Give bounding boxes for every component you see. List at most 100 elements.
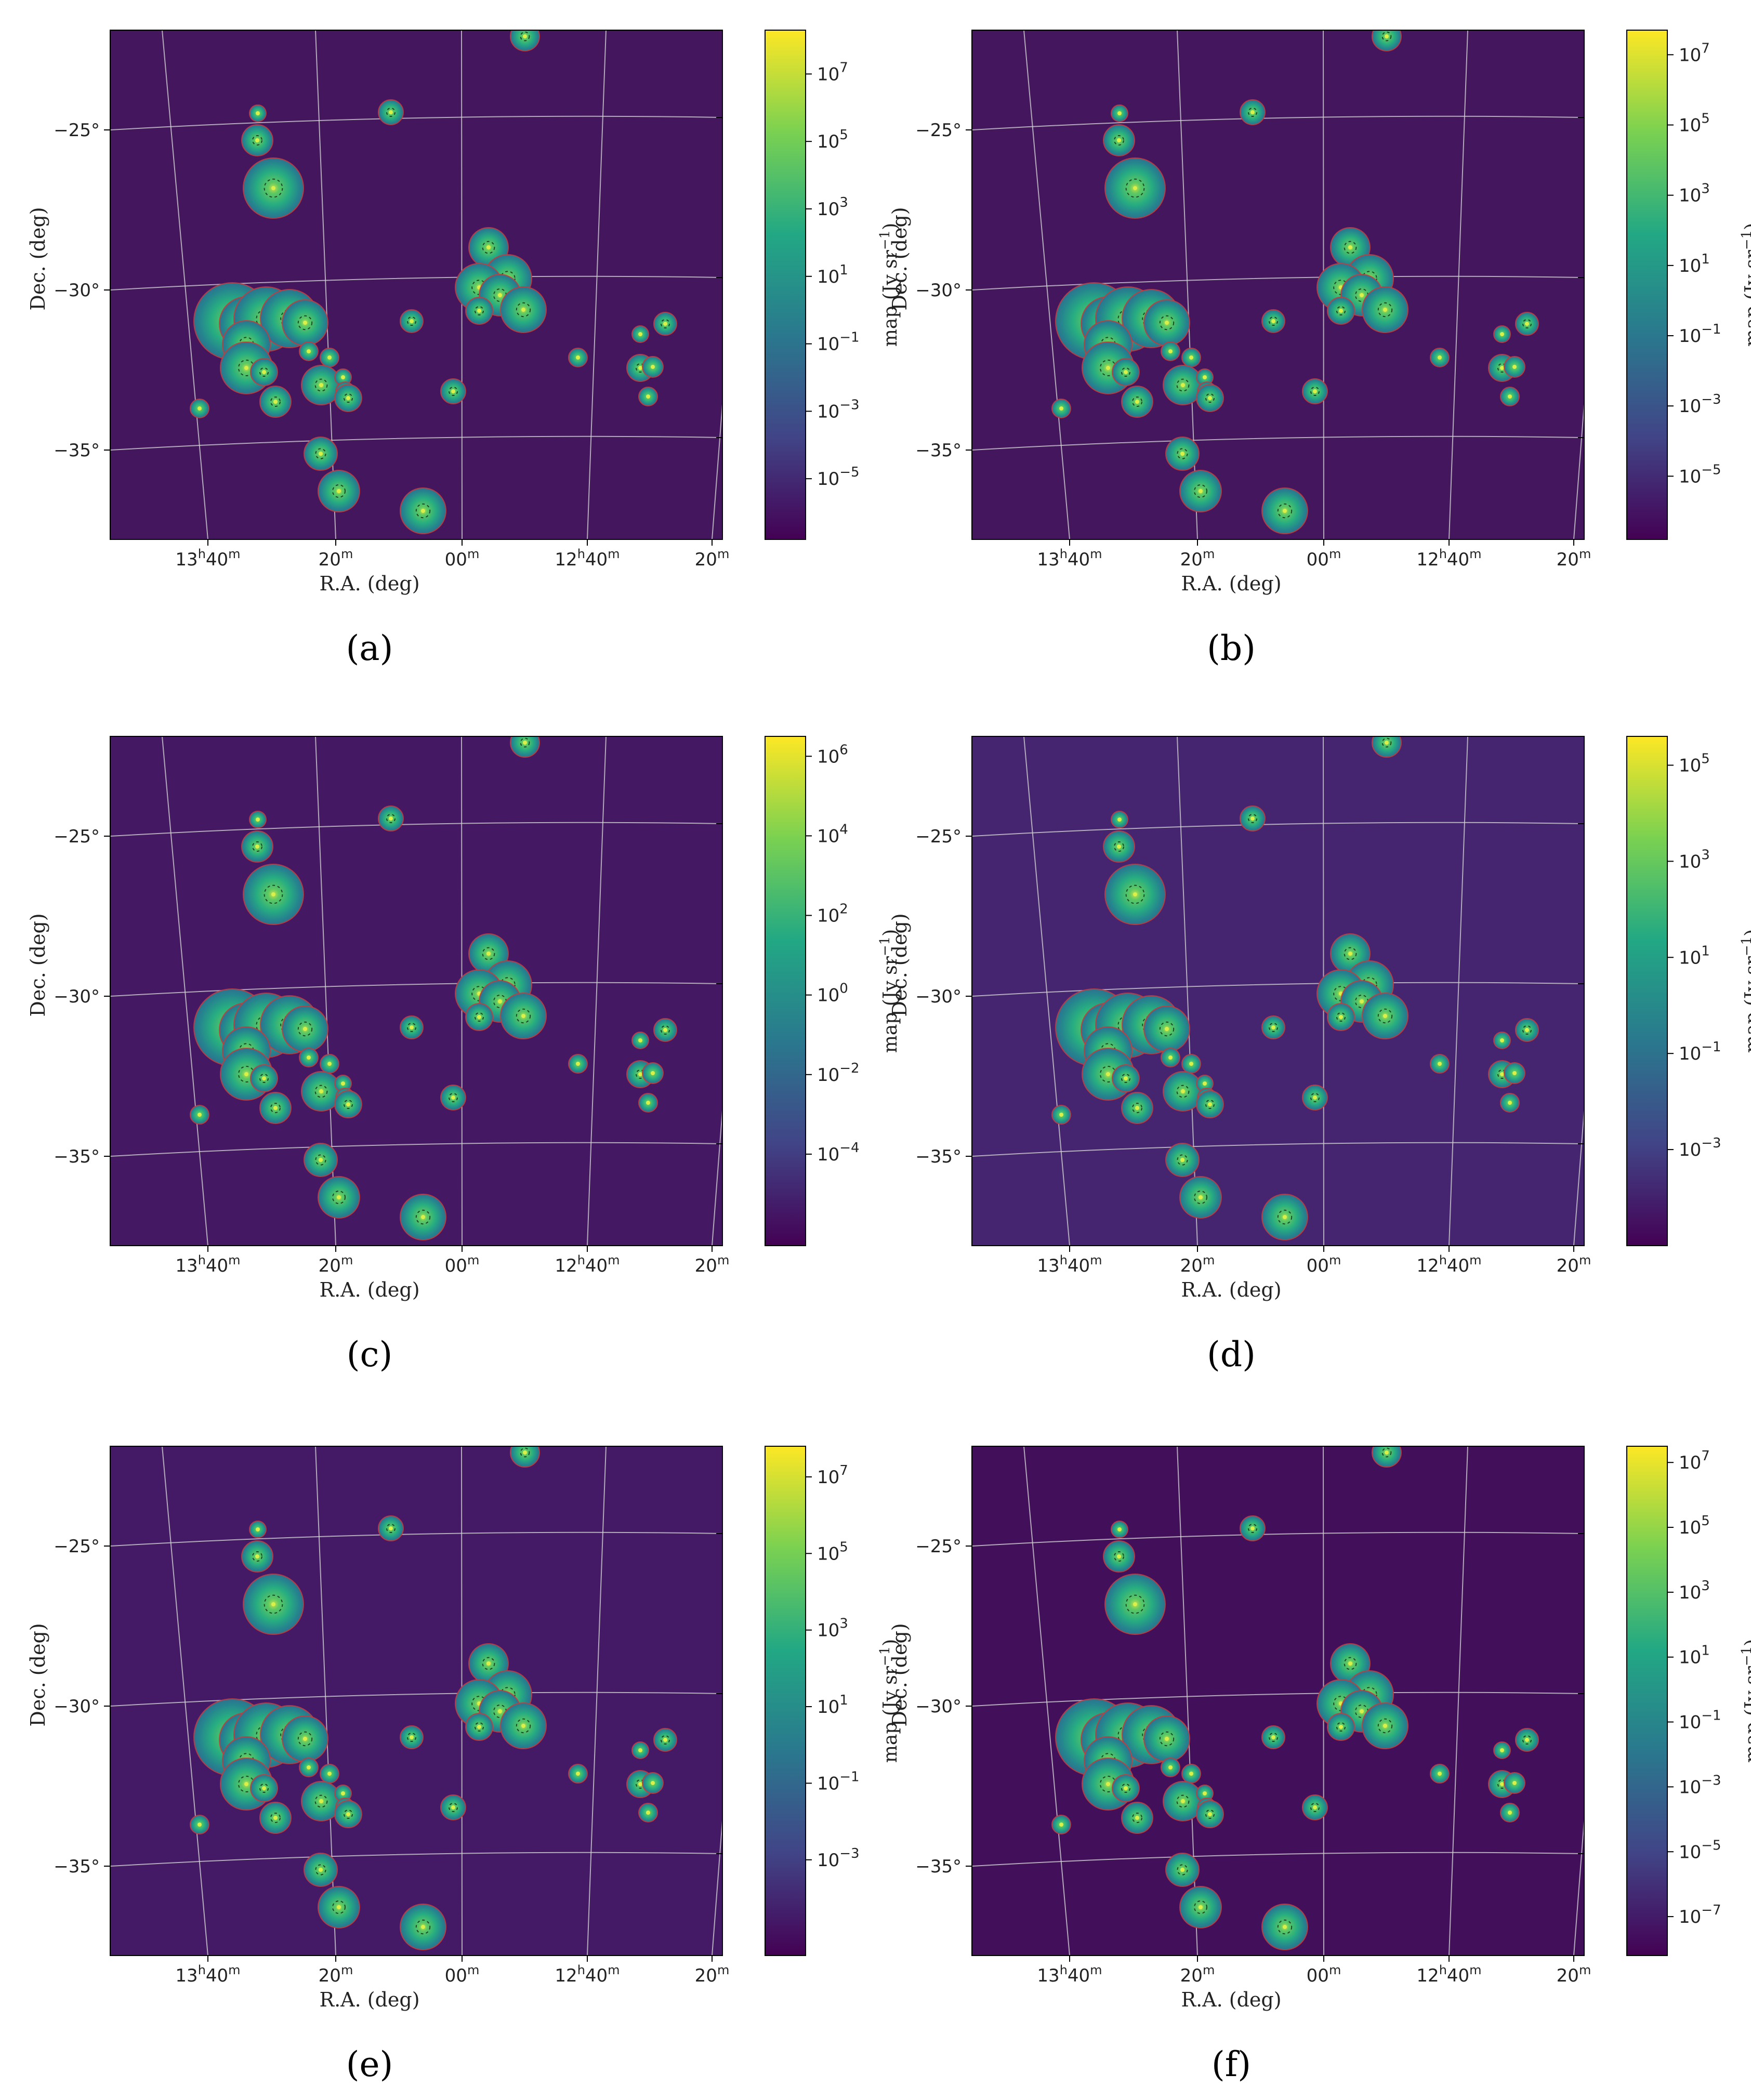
source (400, 1015, 424, 1039)
source-peak (319, 1799, 323, 1803)
source (334, 1090, 362, 1118)
source-core-circle (1336, 1722, 1346, 1732)
source (440, 1794, 466, 1820)
colorbar-tick-label: 107 (1679, 41, 1710, 65)
y-tick-label: −30° (54, 1696, 100, 1717)
dec-grid-line (110, 435, 722, 451)
source-peak (389, 816, 393, 821)
source-core-circle (1336, 1012, 1346, 1022)
ra-grid-line (712, 1110, 722, 1246)
source-peak (1438, 1062, 1442, 1066)
source-circle (1430, 348, 1450, 367)
colorbar-tick-label: 10−3 (1679, 1773, 1721, 1798)
colorbar-tick-label: 103 (817, 195, 848, 220)
x-tick-label: 20m (695, 1253, 730, 1276)
x-tick-label: 12h40m (555, 1963, 620, 1986)
source-core-circle (449, 387, 458, 396)
dec-grid-line (110, 1692, 722, 1707)
source-peak (1199, 1195, 1203, 1199)
source-peak (1117, 1554, 1121, 1559)
source-peak (651, 1781, 655, 1785)
colorbar (1626, 30, 1668, 540)
colorbar-tick-label: 103 (1679, 847, 1710, 872)
source-circle (1493, 1032, 1511, 1049)
source-circle (259, 1802, 292, 1834)
source-core-circle (1248, 1524, 1257, 1533)
source (653, 1728, 677, 1752)
source-circle (1196, 1800, 1224, 1828)
source (1196, 1090, 1224, 1118)
source-circle (1051, 399, 1071, 418)
source-core-circle (252, 135, 262, 146)
source-peak (523, 1450, 527, 1455)
source-circle (1430, 1764, 1450, 1784)
source-peak (1203, 1081, 1207, 1086)
source (243, 864, 304, 925)
source-peak (1348, 1661, 1352, 1666)
source-core-circle (259, 1784, 269, 1793)
source-core-circle (1205, 393, 1215, 403)
source (1362, 286, 1408, 333)
source-circle (249, 1521, 267, 1538)
source-circle (1261, 1015, 1285, 1039)
source-peak (421, 1925, 425, 1929)
source-core-circle (520, 1447, 530, 1458)
source-circle (243, 864, 304, 925)
ra-grid-line (162, 1446, 208, 1956)
source-circle (318, 1176, 360, 1219)
colorbar-label: map (Jy sr−1) (1739, 929, 1751, 1053)
colorbar-tick-label: 10−1 (817, 330, 860, 355)
ra-grid-line (1573, 1820, 1584, 1956)
source-circle (1165, 1853, 1200, 1887)
source (1261, 1015, 1285, 1039)
source (653, 312, 677, 336)
x-axis-label: R.A. (deg) (319, 1988, 419, 2011)
source-circle (1500, 1093, 1520, 1113)
source-circle (378, 805, 404, 831)
source-core-circle (270, 1813, 281, 1823)
x-tick-label: 20m (695, 547, 730, 570)
x-axis-label: R.A. (deg) (319, 572, 419, 595)
source-peak (521, 308, 525, 312)
source (250, 358, 278, 386)
source-peak (1135, 1106, 1139, 1110)
dec-grid-line (110, 1852, 722, 1867)
source (334, 1075, 352, 1092)
source-circle (250, 1064, 278, 1092)
source (304, 1853, 338, 1887)
y-tick-label: −30° (915, 1696, 962, 1717)
colorbar-label: map (Jy sr−1) (1739, 223, 1751, 347)
colorbar (1626, 736, 1668, 1246)
colorbar-tick-label: 10−3 (817, 1846, 860, 1871)
source-peak (1117, 844, 1121, 849)
source-peak (1500, 1072, 1504, 1076)
source-core-circle (516, 1008, 531, 1024)
source (1181, 348, 1201, 367)
source-core-circle (332, 1191, 346, 1204)
source (1111, 1521, 1128, 1538)
source (1104, 1574, 1166, 1635)
source-circle (642, 356, 664, 378)
source (1430, 1054, 1450, 1074)
source-core-circle (1336, 306, 1346, 315)
source-circle (500, 993, 547, 1039)
source-core-circle (1310, 1093, 1320, 1102)
dec-grid-line (972, 435, 1584, 451)
source-core-circle (520, 31, 530, 42)
source-circle (1240, 805, 1266, 831)
x-tick-label: 13h40m (175, 1963, 240, 1986)
source (259, 1802, 292, 1834)
source-peak (1313, 1805, 1317, 1810)
source-core-circle (1377, 1008, 1393, 1024)
source-peak (244, 366, 248, 370)
source-peak (1250, 110, 1255, 114)
source-peak (1383, 308, 1387, 312)
source (1504, 1062, 1525, 1084)
source (259, 1092, 292, 1124)
source-core-circle (1344, 1657, 1357, 1670)
x-tick-label: 20m (319, 1253, 353, 1276)
source-core-circle (1125, 884, 1145, 904)
source-peak (337, 1905, 341, 1909)
